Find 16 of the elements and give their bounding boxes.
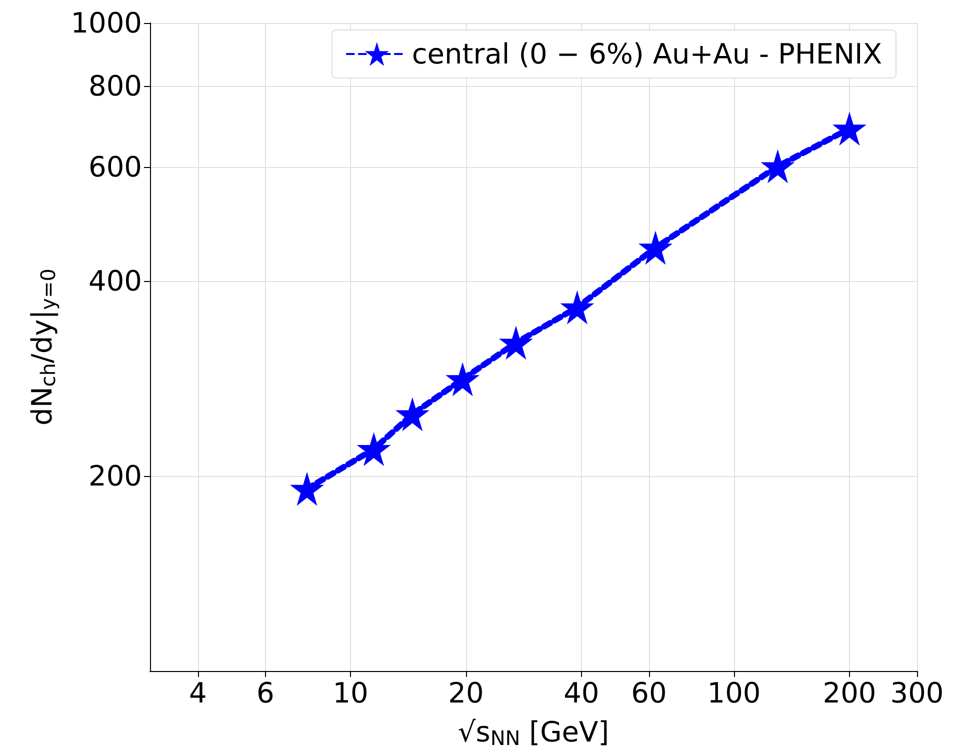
y-tick-label: 400 [88, 264, 142, 298]
y-tick-label: 800 [88, 69, 142, 102]
x-tick-label: 100 [707, 676, 761, 710]
x-tick-label: 6 [256, 676, 274, 710]
y-tick-label: 1000 [70, 6, 142, 40]
y-tick-label: 200 [88, 459, 142, 492]
x-tick-label: 10 [332, 676, 368, 710]
y-tick-label: 600 [88, 150, 142, 184]
x-tick-label: 20 [448, 676, 484, 710]
x-tick-label: 4 [189, 676, 207, 710]
x-tick-label: 40 [564, 676, 600, 710]
x-tick-label: 60 [631, 676, 667, 710]
legend-label: central (0 − 6%) Au+Au - PHENIX [412, 38, 882, 70]
y-axis-title: dNch/dy|y=0 [26, 268, 60, 426]
x-tick-label: 200 [822, 676, 876, 710]
x-tick-label: 300 [890, 676, 944, 710]
